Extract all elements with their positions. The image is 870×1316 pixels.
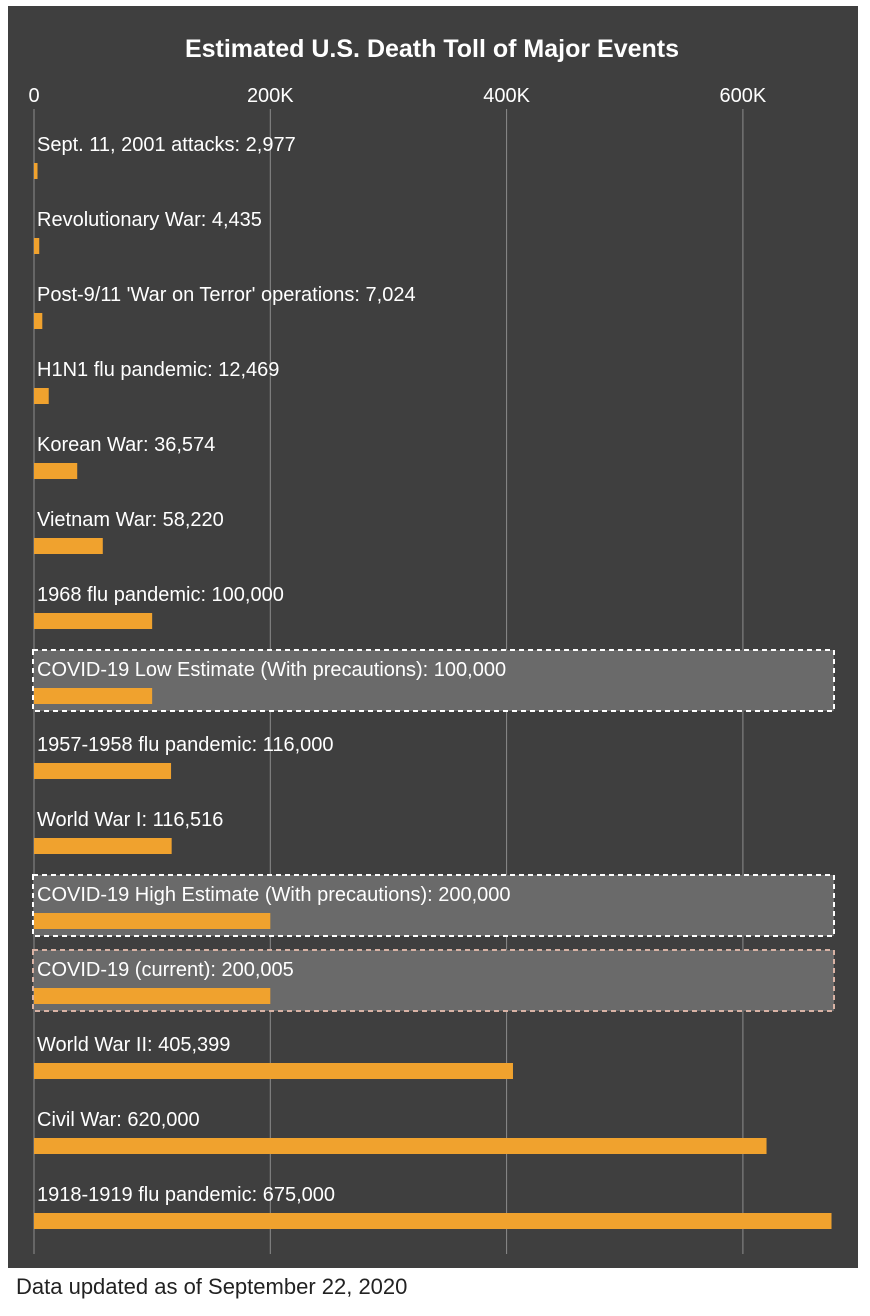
bar-chart: Estimated U.S. Death Toll of Major Event… (28, 35, 835, 1254)
chart-title: Estimated U.S. Death Toll of Major Event… (185, 35, 679, 63)
bar-label: World War I: 116,516 (37, 809, 223, 831)
x-tick-label: 0 (28, 85, 39, 107)
bar (34, 763, 172, 779)
footnote: Data updated as of September 22, 2020 (16, 1274, 408, 1299)
bar-label: COVID-19 Low Estimate (With precautions)… (37, 659, 506, 681)
bar (34, 988, 271, 1004)
bar-label: Vietnam War: 58,220 (37, 509, 224, 531)
bar-label: Post-9/11 'War on Terror' operations: 7,… (37, 284, 416, 306)
bar (34, 463, 78, 479)
bar (34, 1063, 513, 1079)
bar (34, 163, 38, 179)
bar-label: COVID-19 (current): 200,005 (37, 959, 294, 981)
bar-label: 1957-1958 flu pandemic: 116,000 (37, 734, 334, 756)
bar-label: Korean War: 36,574 (37, 434, 215, 456)
bar-label: 1918-1919 flu pandemic: 675,000 (37, 1184, 335, 1206)
bar-label: Civil War: 620,000 (37, 1109, 200, 1131)
bar-label: World War II: 405,399 (37, 1034, 230, 1056)
x-tick-label: 400K (483, 85, 530, 107)
estimate-highlight-box (32, 649, 835, 712)
bar (34, 238, 40, 254)
bar (34, 613, 153, 629)
chart-panel: Estimated U.S. Death Toll of Major Event… (8, 6, 858, 1268)
x-tick-label: 200K (247, 85, 294, 107)
bar-label: 1968 flu pandemic: 100,000 (37, 584, 284, 606)
bar (34, 538, 103, 554)
bar-label: COVID-19 High Estimate (With precautions… (37, 884, 511, 906)
bar (34, 1138, 767, 1154)
x-tick-label: 600K (720, 85, 767, 107)
bar (34, 1213, 832, 1229)
bar-label: Sept. 11, 2001 attacks: 2,977 (37, 134, 296, 156)
bar (34, 688, 153, 704)
bar-label: Revolutionary War: 4,435 (37, 209, 262, 231)
bar (34, 913, 271, 929)
bar (34, 313, 43, 329)
bar-label: H1N1 flu pandemic: 12,469 (37, 359, 279, 381)
bar (34, 838, 172, 854)
bar (34, 388, 49, 404)
